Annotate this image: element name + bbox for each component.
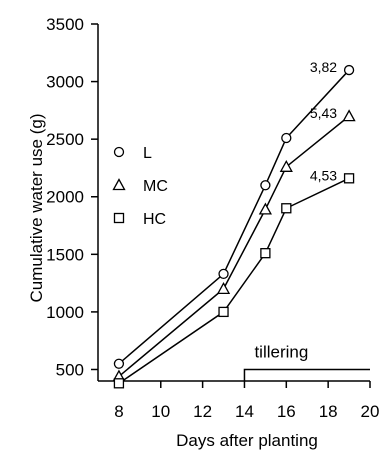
x-tick-label: 10 [151, 402, 170, 421]
legend-marker [113, 146, 125, 158]
tillering-bracket [243, 368, 370, 381]
data-point [342, 109, 356, 122]
x-tick-label: 18 [319, 402, 338, 421]
x-tick-label: 20 [361, 402, 380, 421]
series-mc: 5,43 [112, 105, 356, 382]
data-point [216, 282, 231, 295]
data-point [218, 306, 229, 318]
y-axis-title: Cumulative water use (g) [27, 114, 46, 303]
data-point [281, 132, 292, 144]
legend-marker [112, 178, 126, 191]
axes [97, 24, 370, 382]
data-point [281, 203, 292, 214]
tick-marks: 500 1000 1500 2000 2500 3000 3500 8 10 12 14 16 18 20 [46, 15, 379, 421]
series-l: 3,82 [113, 59, 355, 369]
legend-label: HC [143, 211, 166, 228]
y-tick-label: 2500 [46, 130, 84, 149]
tillering-label: tillering [254, 342, 308, 361]
data-point [343, 64, 355, 76]
x-tick-label: 8 [114, 402, 123, 421]
data-point [258, 202, 272, 215]
x-tick-label: 14 [235, 402, 254, 421]
y-tick-label: 500 [56, 360, 84, 379]
y-tick-label: 2000 [46, 188, 84, 207]
data-point [260, 180, 271, 191]
series-end-label: 5,43 [310, 105, 337, 121]
legend-item-mc: MC [112, 178, 168, 195]
series-end-label: 4,53 [310, 167, 337, 183]
data-point [279, 159, 293, 172]
legend-item-hc: HC [113, 211, 166, 228]
legend-item-l: L [113, 145, 152, 162]
annotation-layer: tillering [243, 342, 370, 381]
y-tick-label: 1000 [46, 303, 84, 322]
legend-marker [113, 212, 125, 224]
series-hc: 4,53 [113, 167, 355, 389]
x-axis-title: Days after planting [176, 431, 318, 450]
x-tick-label: 12 [193, 402, 212, 421]
series-line [118, 115, 350, 377]
legend-label: MC [143, 178, 168, 195]
data-point [260, 248, 271, 259]
data-point [343, 173, 355, 184]
data-point [113, 358, 125, 369]
series-end-label: 3,82 [310, 59, 337, 75]
x-tick-label: 16 [277, 402, 296, 421]
y-tick-label: 3000 [46, 73, 84, 92]
series-line [118, 177, 350, 384]
data-point [218, 268, 229, 280]
legend: L MC HC [112, 145, 168, 228]
series-layer: 3,82 5,43 4,53 [112, 59, 356, 389]
y-tick-label: 3500 [46, 15, 84, 34]
y-tick-label: 1500 [46, 245, 84, 264]
data-point [113, 378, 125, 389]
legend-label: L [143, 145, 152, 162]
